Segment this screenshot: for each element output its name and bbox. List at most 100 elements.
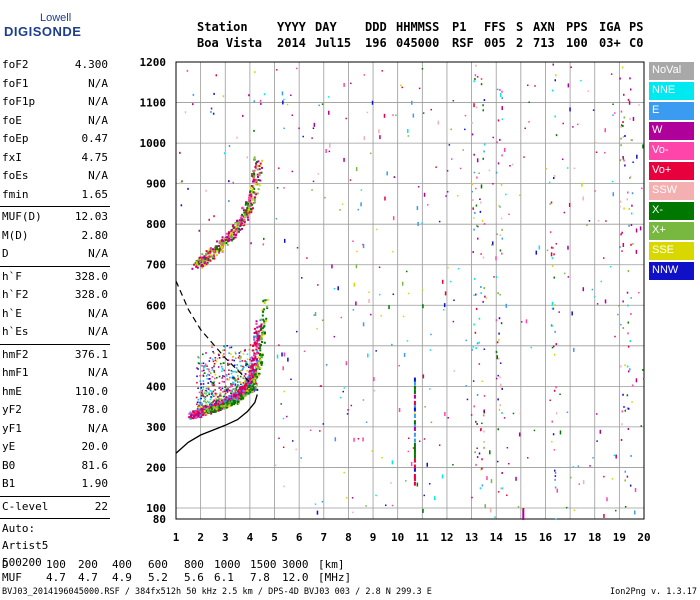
footer-value: 200	[78, 558, 98, 571]
echo-point	[214, 402, 217, 405]
echo-point	[300, 277, 303, 279]
echo-point	[258, 347, 261, 350]
echo-point	[627, 345, 630, 348]
param-value: 78.0	[81, 403, 109, 416]
echo-point	[620, 125, 622, 128]
echo-point	[413, 420, 416, 425]
x-tick-label: 4	[247, 531, 254, 544]
echo-point	[313, 122, 316, 127]
echo-point	[551, 307, 554, 310]
param-name: MUF(D)	[2, 210, 42, 223]
echo-point	[251, 173, 254, 176]
echo-point	[603, 257, 605, 259]
echo-point	[236, 391, 239, 394]
echo-point	[204, 390, 207, 393]
echo-point	[524, 127, 526, 130]
echo-point	[478, 363, 481, 365]
echo-point	[283, 238, 286, 243]
echo-point	[218, 400, 220, 403]
echo-point	[209, 401, 211, 403]
echo-point	[222, 243, 225, 246]
echo-point	[207, 401, 210, 404]
echo-point	[496, 355, 499, 360]
echo-point	[202, 408, 205, 411]
echo-point	[226, 378, 229, 380]
echo-point	[234, 389, 237, 392]
echo-point	[230, 384, 233, 387]
echo-point	[413, 377, 416, 382]
echo-point	[226, 236, 229, 239]
param-name: B1	[2, 477, 16, 490]
echo-point	[422, 304, 424, 309]
echo-point	[253, 383, 256, 386]
echo-point	[472, 199, 474, 202]
echo-point	[499, 234, 502, 236]
echo-point	[623, 405, 625, 408]
echo-point	[209, 250, 212, 253]
echo-point	[222, 354, 224, 357]
echo-point	[235, 397, 237, 400]
echo-point	[567, 245, 569, 250]
param-name: B0	[2, 458, 16, 472]
echo-point	[473, 405, 475, 408]
echo-point	[254, 178, 257, 181]
echo-point	[254, 183, 257, 186]
echo-point	[497, 374, 499, 377]
footer-value: 7.8	[250, 571, 270, 584]
echo-point	[253, 187, 256, 190]
echo-point	[203, 369, 205, 372]
version-label: Ion2Png v. 1.3.17	[610, 587, 697, 597]
echo-point	[499, 376, 501, 379]
echo-point	[206, 255, 209, 258]
echo-point	[495, 350, 498, 353]
echo-point	[316, 328, 318, 330]
echo-point	[202, 394, 204, 396]
echo-point	[480, 77, 483, 80]
echo-point	[552, 307, 555, 310]
echo-point	[501, 90, 503, 93]
echo-point	[258, 165, 261, 168]
echo-point	[207, 407, 210, 410]
echo-point	[244, 390, 247, 393]
echo-point	[401, 281, 404, 286]
echo-point	[563, 272, 566, 275]
echo-point	[232, 398, 235, 401]
echo-point	[245, 383, 248, 386]
echo-point	[262, 243, 265, 246]
echo-point	[213, 369, 215, 372]
echo-point	[212, 406, 215, 409]
echo-point	[242, 207, 245, 210]
echo-point	[212, 400, 214, 403]
echo-point	[246, 369, 248, 372]
echo-point	[347, 409, 349, 411]
echo-point	[473, 80, 475, 83]
echo-point	[554, 475, 557, 478]
echo-point	[239, 357, 242, 360]
param-value: 2.80	[81, 228, 109, 242]
echo-point	[242, 384, 244, 387]
echo-point	[375, 350, 377, 352]
echo-point	[217, 399, 220, 402]
echo-point	[253, 169, 256, 172]
echo-point	[181, 180, 183, 183]
echo-point	[217, 402, 220, 405]
echo-point	[211, 402, 213, 404]
echo-point	[482, 300, 484, 303]
echo-point	[232, 229, 235, 232]
echo-point	[236, 231, 239, 234]
echo-point	[236, 381, 239, 383]
echo-point	[208, 258, 211, 261]
echo-point	[203, 410, 206, 413]
echo-point	[264, 299, 267, 302]
echo-point	[198, 229, 201, 232]
echo-point	[241, 389, 244, 392]
echo-point	[216, 357, 219, 360]
echo-point	[291, 170, 294, 173]
echo-point	[200, 383, 202, 385]
echo-point	[253, 173, 256, 176]
echo-point	[234, 229, 237, 232]
echo-point	[477, 225, 479, 228]
echo-point	[200, 413, 203, 416]
echo-point	[519, 412, 522, 415]
echo-point	[259, 179, 262, 182]
